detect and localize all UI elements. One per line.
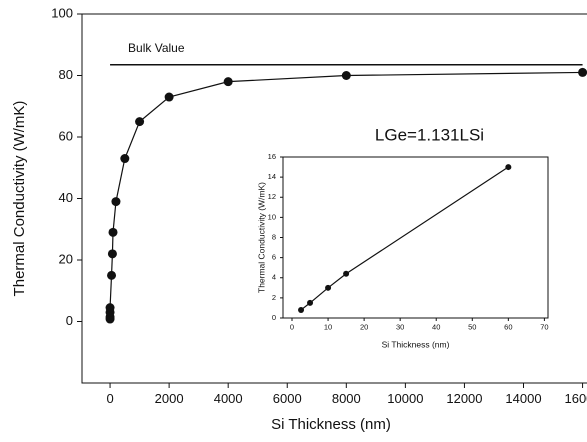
data-point [107, 249, 117, 259]
y-tick-label: 80 [59, 67, 73, 82]
y-tick-label: 100 [51, 5, 73, 20]
bulk-label: Bulk Value [128, 41, 185, 55]
x-tick-label: 16000 [564, 391, 587, 406]
y-tick-label: 4 [272, 273, 276, 282]
y-tick-label: 40 [59, 190, 73, 205]
x-tick-label: 10 [324, 323, 332, 332]
x-tick-label: 2000 [155, 391, 184, 406]
data-point [111, 197, 121, 207]
data-point [343, 270, 350, 277]
y-tick-label: 12 [268, 192, 276, 201]
x-tick-label: 0 [106, 391, 113, 406]
y-axis-label: Thermal Conductivity (W/mK) [11, 101, 28, 297]
y-tick-label: 16 [268, 152, 276, 161]
data-point [108, 227, 118, 237]
data-point [325, 284, 332, 291]
data-point [341, 71, 351, 80]
data-point [107, 270, 117, 280]
data-point [135, 117, 145, 127]
data-point [223, 77, 233, 87]
y-tick-label: 6 [272, 253, 276, 262]
data-point [164, 92, 174, 102]
y-axis-label: Thermal Conductivity (W/mK) [256, 182, 266, 293]
x-tick-label: 14000 [505, 391, 541, 406]
x-tick-label: 50 [468, 323, 476, 332]
x-tick-label: 8000 [332, 391, 361, 406]
data-point [105, 303, 115, 313]
y-tick-label: 0 [272, 313, 276, 322]
y-tick-label: 20 [59, 251, 73, 266]
annotation: LGe=1.131LSi [375, 125, 484, 144]
y-tick-label: 0 [66, 313, 73, 328]
x-tick-label: 0 [290, 323, 294, 332]
data-point [578, 67, 587, 77]
x-tick-label: 30 [396, 323, 404, 332]
x-tick-label: 12000 [446, 391, 482, 406]
y-tick-label: 60 [59, 128, 73, 143]
data-point [120, 154, 130, 164]
y-tick-label: 8 [272, 232, 276, 241]
x-tick-label: 10000 [387, 391, 423, 406]
y-tick-label: 2 [272, 293, 276, 302]
data-point [298, 306, 305, 313]
x-tick-label: 60 [504, 323, 512, 332]
x-tick-label: 40 [432, 323, 440, 332]
x-tick-label: 20 [360, 323, 368, 332]
data-point [505, 164, 512, 171]
data-point [307, 299, 314, 306]
y-tick-label: 10 [268, 212, 276, 221]
inset-background [283, 157, 548, 318]
x-axis-label: Si Thickness (nm) [271, 416, 391, 433]
x-tick-label: 70 [540, 323, 548, 332]
x-tick-label: 4000 [214, 391, 243, 406]
y-tick-label: 14 [268, 172, 276, 181]
x-axis-label: Si Thickness (nm) [382, 339, 450, 349]
x-tick-label: 6000 [273, 391, 302, 406]
